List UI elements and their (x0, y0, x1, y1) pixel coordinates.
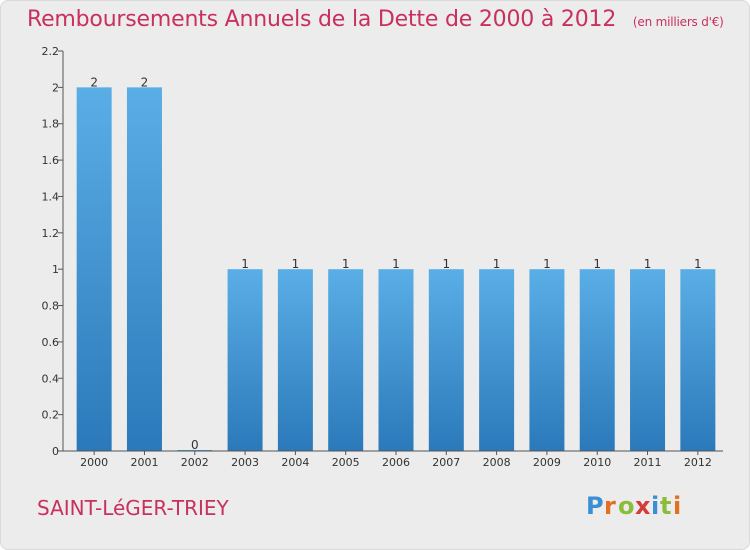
data-label-2009: 1 (543, 257, 551, 271)
bar-2000 (76, 87, 112, 451)
bar-2005 (328, 269, 364, 451)
place-name: SAINT-LéGER-TRIEY (37, 496, 229, 520)
data-label-2000: 2 (90, 75, 98, 89)
x-tick-label-2008: 2008 (483, 456, 511, 469)
bar-2003 (227, 269, 263, 451)
x-tick-label-2003: 2003 (231, 456, 259, 469)
x-tick-label-2007: 2007 (432, 456, 460, 469)
bar-2006 (378, 269, 414, 451)
x-tick-label-2001: 2001 (130, 456, 158, 469)
y-tick-label: 1.4 (42, 190, 60, 203)
bar-2004 (277, 269, 313, 451)
logo-letter-i1: i (651, 492, 659, 520)
data-label-2012: 1 (694, 257, 702, 271)
x-tick-label-2002: 2002 (181, 456, 209, 469)
chart-title: Remboursements Annuels de la Dette de 20… (27, 7, 724, 32)
y-tick-label: 0.4 (42, 372, 60, 385)
data-label-2001: 2 (141, 75, 149, 89)
x-tick-label-2004: 2004 (281, 456, 309, 469)
logo-letter-r: r (604, 492, 616, 520)
x-tick-label-2009: 2009 (533, 456, 561, 469)
data-label-2006: 1 (392, 257, 400, 271)
bar-2010 (579, 269, 615, 451)
y-tick-label: 1 (52, 263, 59, 276)
data-label-2004: 1 (292, 257, 300, 271)
x-tick-label-2011: 2011 (634, 456, 662, 469)
x-tick-label-2005: 2005 (332, 456, 360, 469)
proxiti-logo: P r o x i t i (586, 492, 681, 520)
logo-letter-i2: i (673, 492, 681, 520)
data-label-2011: 1 (644, 257, 652, 271)
logo-letter-o: o (618, 492, 635, 520)
x-tick-label-2012: 2012 (684, 456, 712, 469)
data-label-2008: 1 (493, 257, 501, 271)
chart-title-text: Remboursements Annuels de la Dette de 20… (27, 7, 617, 32)
y-tick-label: 1.6 (42, 154, 60, 167)
x-axis: 2000 2001 2002 2003 2004 2005 2006 2007 2008 2009… (63, 450, 723, 469)
bar-2007 (428, 269, 464, 451)
bar-2012 (680, 269, 716, 451)
data-label-2005: 1 (342, 257, 350, 271)
y-tick-label: 2.2 (42, 45, 60, 58)
y-tick-label: 0.6 (42, 336, 60, 349)
bars: 2 2 0 1 1 1 1 1 1 1 1 1 1 (76, 75, 716, 452)
x-tick-label-2000: 2000 (80, 456, 108, 469)
y-tick-label: 2 (52, 81, 59, 94)
bar-2011 (630, 269, 666, 451)
y-tick-label: 0.8 (42, 300, 60, 313)
bar-2001 (126, 87, 162, 451)
y-axis: 0 0.2 0.4 0.6 0.8 1 1.2 1.4 1.6 1.8 2 2.2 (42, 45, 64, 458)
data-label-2010: 1 (593, 257, 601, 271)
logo-letter-p: P (586, 492, 604, 520)
logo-letter-t: t (660, 492, 671, 520)
bar-2009 (529, 269, 565, 451)
y-tick-label: 0 (52, 445, 59, 458)
chart-subtitle: (en milliers d'€) (632, 15, 724, 29)
x-tick-label-2006: 2006 (382, 456, 410, 469)
data-label-2007: 1 (442, 257, 450, 271)
y-tick-label: 0.2 (42, 409, 60, 422)
y-tick-label: 1.2 (42, 227, 60, 240)
data-label-2003: 1 (241, 257, 249, 271)
y-tick-label: 1.8 (42, 118, 60, 131)
bar-2008 (479, 269, 515, 451)
logo-letter-x: x (635, 492, 651, 520)
data-label-2002: 0 (191, 438, 199, 452)
x-tick-label-2010: 2010 (583, 456, 611, 469)
